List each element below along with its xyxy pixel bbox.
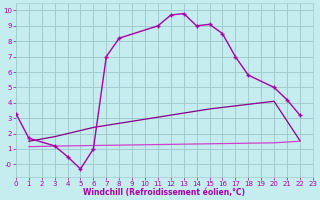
X-axis label: Windchill (Refroidissement éolien,°C): Windchill (Refroidissement éolien,°C): [84, 188, 245, 197]
